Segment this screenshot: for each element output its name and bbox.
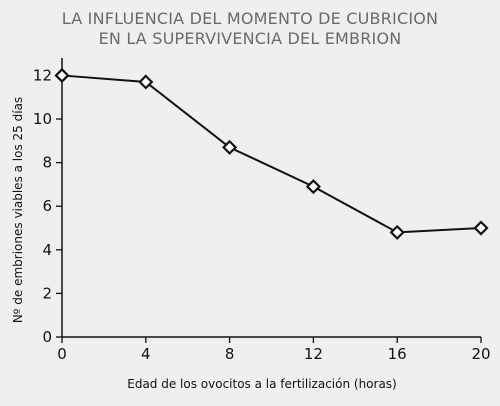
y-tick-label: 6: [42, 197, 52, 215]
y-tick-label: 10: [33, 110, 52, 128]
x-tick-label: 12: [304, 345, 323, 363]
ticks: 0 4 8 12 16 20 0 2 4 6 8 10 12: [33, 66, 491, 363]
x-tick-label: 16: [388, 345, 407, 363]
chart-title: LA INFLUENCIA DEL MOMENTO DE CUBRICION E…: [62, 9, 438, 48]
data-point-marker: [389, 224, 405, 240]
x-axis-label: Edad de los ovocitos a la fertilización …: [127, 377, 396, 391]
x-tick-label: 20: [471, 345, 490, 363]
x-tick-label: 4: [141, 345, 151, 363]
y-axis-label: Nº de embriones viables a los 25 días: [11, 97, 25, 323]
y-tick-label: 4: [42, 241, 52, 259]
data-point-marker: [222, 139, 238, 155]
series-layer: [54, 67, 489, 240]
y-tick-label: 2: [42, 284, 52, 302]
data-point-marker: [54, 67, 70, 83]
data-point-marker: [305, 179, 321, 195]
axes: [61, 58, 481, 338]
chart-title-line-2: EN LA SUPERVIVENCIA DEL EMBRION: [99, 29, 402, 48]
series-line: [61, 74, 482, 234]
data-point-marker: [473, 220, 489, 236]
y-tick-label: 8: [42, 154, 52, 172]
y-tick-label: 0: [42, 328, 52, 346]
data-point-marker: [138, 74, 154, 90]
y-tick-label: 12: [33, 66, 52, 84]
x-tick-label: 8: [225, 345, 235, 363]
x-tick-label: 0: [57, 345, 67, 363]
chart-title-line-1: LA INFLUENCIA DEL MOMENTO DE CUBRICION: [62, 9, 438, 28]
